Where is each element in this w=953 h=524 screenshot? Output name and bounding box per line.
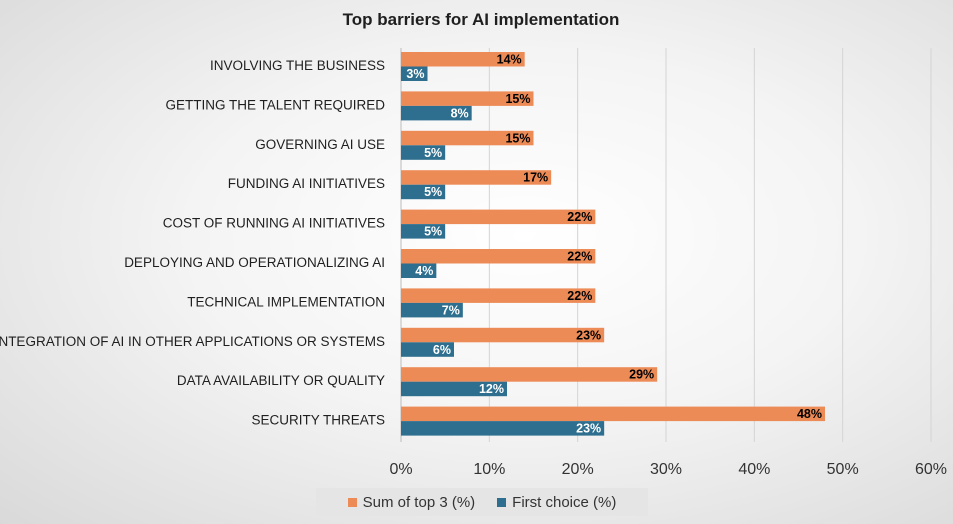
- category-label: GETTING THE TALENT REQUIRED: [165, 97, 385, 112]
- bar-first-choice: [401, 381, 507, 397]
- category-label: COST OF RUNNING AI INITIATIVES: [163, 216, 385, 231]
- bar-first-choice: [401, 145, 446, 160]
- x-tick-label: 60%: [915, 461, 947, 478]
- category-label: INTEGRATION OF AI IN OTHER APPLICATIONS …: [0, 334, 385, 349]
- data-label: 15%: [505, 92, 530, 106]
- bar-sum-top3: [401, 52, 525, 67]
- bar-sum-top3: [401, 249, 596, 264]
- legend-label-first-choice: First choice (%): [512, 493, 617, 511]
- data-label: 5%: [424, 185, 442, 199]
- data-label: 4%: [415, 264, 433, 278]
- data-label: 22%: [567, 210, 592, 224]
- category-label: SECURITY THREATS: [251, 413, 385, 428]
- bar-sum-top3: [401, 209, 596, 225]
- chart-title: Top barriers for AI implementation: [343, 10, 620, 29]
- gridlines: [400, 48, 932, 442]
- bar-first-choice: [401, 66, 428, 81]
- bar-sum-top3: [401, 288, 596, 303]
- data-label: 7%: [442, 303, 460, 317]
- data-label: 5%: [424, 225, 442, 239]
- bars: 14% 3% 15% 8% 15% 5% 17% 5% 22% 5% 22% 4% 22% 7% 23% 6%…: [401, 52, 825, 436]
- bar-first-choice: [401, 224, 446, 239]
- category-label: GOVERNING AI USE: [255, 137, 385, 152]
- bar-sum-top3: [401, 130, 534, 146]
- bar-first-choice: [401, 184, 446, 200]
- x-tick-label: 30%: [650, 461, 682, 478]
- legend-swatch-first-choice: [497, 497, 507, 507]
- category-labels: INVOLVING THE BUSINESS GETTING THE TALENT…: [0, 58, 385, 428]
- bar-sum-top3: [401, 367, 658, 382]
- category-label: INVOLVING THE BUSINESS: [210, 58, 385, 73]
- category-label: FUNDING AI INITIATIVES: [228, 176, 385, 191]
- legend-item-sum-top3: Sum of top 3 (%): [347, 493, 476, 511]
- bar-first-choice: [401, 302, 463, 318]
- bar-sum-top3: [401, 170, 552, 185]
- x-tick-label: 10%: [473, 461, 505, 478]
- bar-sum-top3: [401, 406, 825, 422]
- category-label: DATA AVAILABILITY OR QUALITY: [177, 373, 385, 388]
- data-label: 6%: [433, 343, 451, 357]
- data-label: 3%: [406, 67, 424, 81]
- x-tick-label: 0%: [389, 461, 412, 478]
- legend-item-first-choice: First choice (%): [497, 494, 616, 511]
- data-label: 23%: [576, 328, 601, 342]
- x-tick-label: 40%: [738, 461, 770, 478]
- data-label: 15%: [505, 131, 530, 145]
- x-tick-label: 20%: [562, 461, 594, 478]
- category-label: DEPLOYING AND OPERATIONALIZING AI: [124, 255, 385, 270]
- data-label: 8%: [451, 106, 469, 120]
- bar-first-choice: [401, 421, 605, 436]
- data-label: 48%: [797, 407, 822, 421]
- data-label: 17%: [523, 171, 548, 185]
- legend-swatch-sum-top3: [347, 497, 357, 507]
- data-label: 22%: [567, 250, 592, 264]
- legend: Sum of top 3 (%) First choice (%): [316, 488, 648, 516]
- data-label: 29%: [629, 368, 654, 382]
- x-tick-label: 50%: [827, 461, 859, 478]
- legend-label-sum-top3: Sum of top 3 (%): [362, 493, 476, 511]
- data-label: 23%: [576, 422, 601, 436]
- bar-first-choice: [401, 105, 472, 121]
- bar-sum-top3: [401, 91, 534, 106]
- data-label: 22%: [567, 289, 592, 303]
- category-label: TECHNICAL IMPLEMENTATION: [187, 294, 385, 309]
- data-label: 14%: [497, 53, 522, 67]
- data-label: 5%: [424, 146, 442, 160]
- data-label: 12%: [479, 382, 504, 396]
- x-tick-labels: 0% 10% 20% 30% 40% 50% 60%: [389, 461, 947, 478]
- bar-first-choice: [401, 263, 437, 278]
- bar-sum-top3: [401, 327, 605, 343]
- bar-first-choice: [401, 342, 454, 357]
